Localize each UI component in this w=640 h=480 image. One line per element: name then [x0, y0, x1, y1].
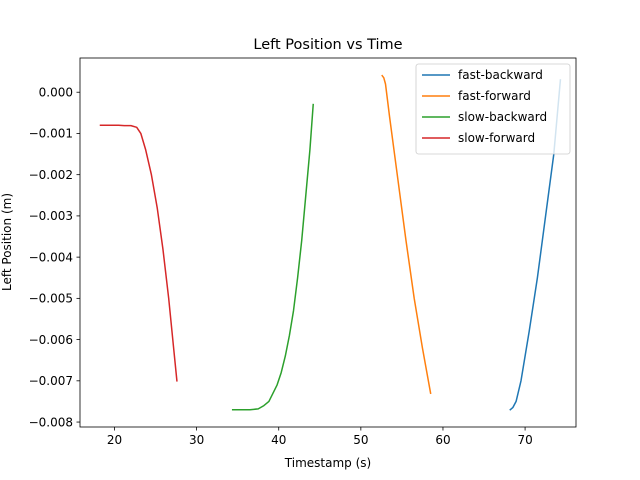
legend-label-slow-backward: slow-backward — [458, 110, 547, 124]
series-line-slow-forward — [99, 124, 178, 382]
legend-label-slow-forward: slow-forward — [458, 131, 535, 145]
chart-title: Left Position vs Time — [253, 37, 402, 53]
y-tick-label: −0.001 — [29, 127, 73, 141]
plot-area-frame — [79, 57, 577, 428]
x-tick-label: 60 — [435, 433, 450, 447]
x-tick-label: 70 — [517, 433, 532, 447]
y-tick-label: −0.003 — [29, 209, 73, 223]
x-tick-label: 30 — [189, 433, 204, 447]
y-axis-label: Left Position (m) — [0, 193, 14, 291]
x-tick-label: 50 — [353, 433, 368, 447]
y-tick-label: −0.002 — [29, 168, 73, 182]
y-tick-label: −0.008 — [29, 415, 73, 429]
legend-label-fast-forward: fast-forward — [458, 89, 531, 103]
legend-label-fast-backward: fast-backward — [458, 68, 543, 82]
y-tick-label: −0.005 — [29, 292, 73, 306]
x-axis-label: Timestamp (s) — [284, 456, 371, 470]
x-tick-label: 40 — [271, 433, 286, 447]
y-tick-label: −0.007 — [29, 374, 73, 388]
y-axis: 0.000 −0.001 −0.002 −0.003 −0.004 −0.005 −0.00… — [29, 85, 80, 429]
legend-box — [415, 63, 571, 155]
series-line-slow-backward — [231, 103, 315, 411]
y-tick-label: −0.006 — [29, 333, 73, 347]
x-tick-label: 20 — [107, 433, 122, 447]
series-line-fast-backward — [509, 79, 562, 411]
plot-lines — [99, 74, 562, 411]
legend: fast-backward fast-forward slow-backward sl… — [415, 63, 571, 155]
series-line-fast-forward — [381, 74, 432, 395]
y-tick-label: 0.000 — [39, 85, 73, 99]
y-tick-label: −0.004 — [29, 250, 73, 264]
x-axis: 20 30 40 50 60 70 — [107, 427, 533, 447]
